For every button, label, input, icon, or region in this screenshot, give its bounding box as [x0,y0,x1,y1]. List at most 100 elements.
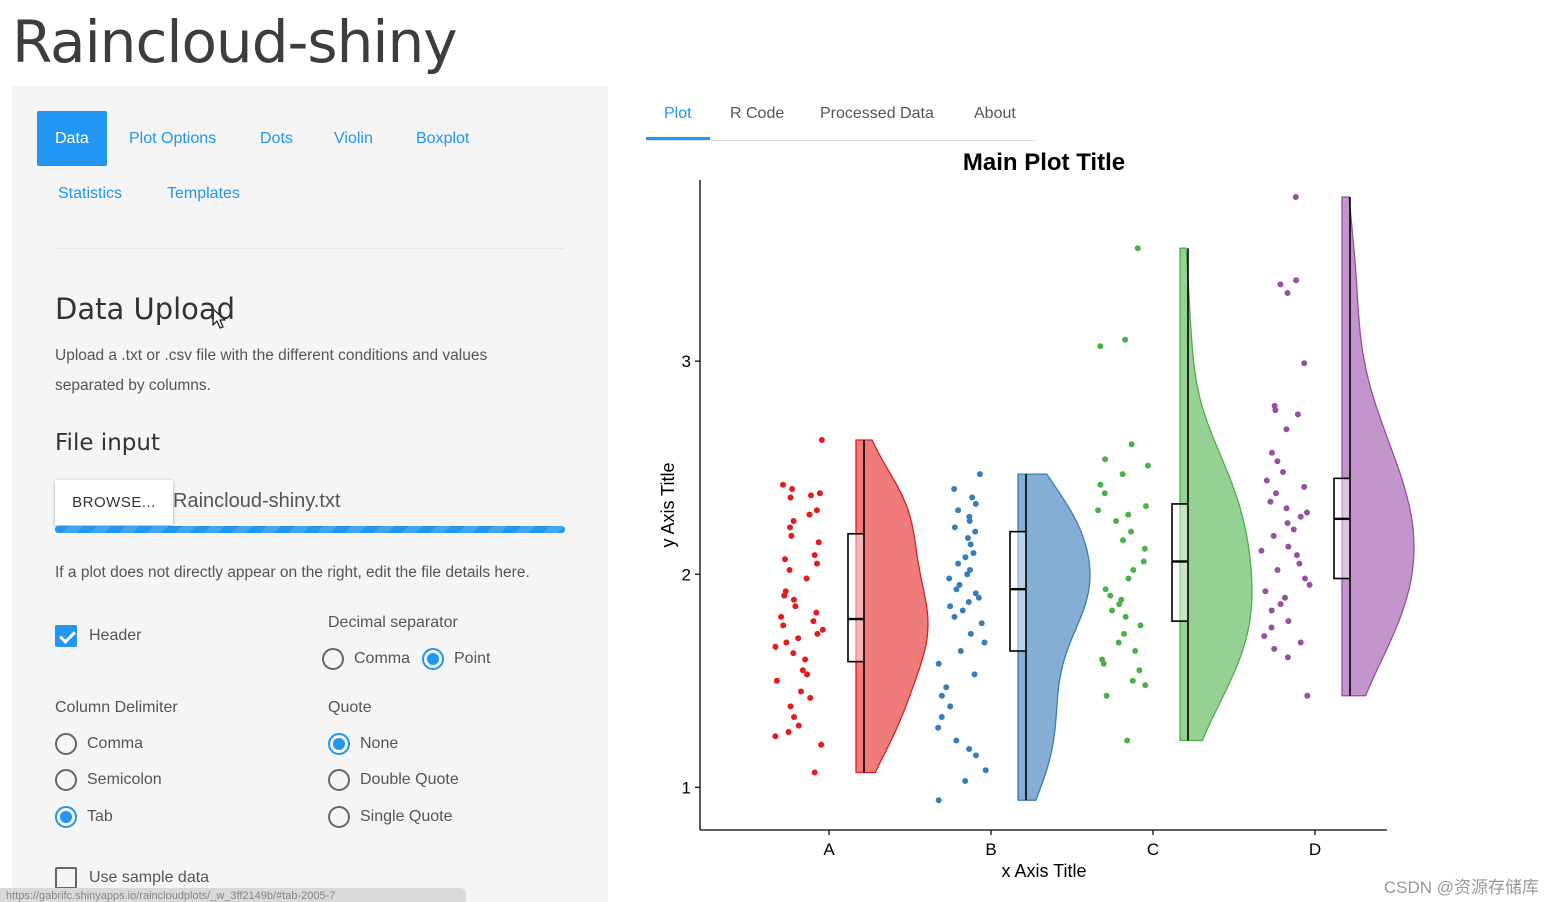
quote-option-none[interactable]: None [328,732,398,756]
tab-boxplot[interactable]: Boxplot [416,130,470,147]
data-point [799,667,806,674]
data-point [1285,618,1292,625]
data-point [783,639,790,646]
tab-plot-options[interactable]: Plot Options [129,130,217,147]
data-point [1285,543,1292,550]
data-point [962,554,969,561]
data-point [1097,343,1104,350]
box-D [1333,477,1351,580]
tab-templates[interactable]: Templates [167,185,240,202]
data-point [1293,277,1300,284]
quote-double-radio[interactable] [328,769,350,791]
data-point [971,671,978,678]
tab-data[interactable]: Data [37,111,107,166]
data-point [1107,592,1114,599]
data-point [972,590,979,597]
quote-none-radio[interactable] [328,733,350,755]
delimiter-comma-label: Comma [87,735,144,752]
x-tick-label: D [1309,840,1321,859]
data-point [957,648,964,654]
sample-data-option[interactable]: Use sample data [55,866,209,890]
data-point [1101,490,1108,497]
data-point [956,581,963,588]
data-point [772,643,779,650]
data-point [951,524,958,531]
data-point [780,622,787,629]
data-point [815,539,822,546]
delimiter-tab-radio[interactable] [55,806,77,828]
data-point [938,714,945,720]
data-point [811,769,818,776]
tab-plot[interactable]: Plot [646,88,710,140]
delimiter-option-comma[interactable]: Comma [55,732,143,756]
decimal-point-radio[interactable] [422,648,444,670]
tab-r-code[interactable]: R Code [730,105,785,122]
data-point [1095,507,1102,514]
decimal-option-point[interactable]: Point [422,647,490,671]
raincloud-plot: Main Plot Title 1 2 3 A B C D x Axis Title y … [658,149,1415,881]
data-point [810,618,817,625]
quote-label: Quote [328,699,372,716]
data-upload-heading: Data Upload [55,292,236,326]
data-point [795,635,802,642]
delimiter-option-tab[interactable]: Tab [55,805,113,829]
data-point [1273,490,1279,497]
data-point [1269,449,1275,456]
x-ticks: A B C D [823,830,1321,859]
delimiter-tab-label: Tab [87,808,113,825]
decimal-comma-radio[interactable] [322,648,344,670]
data-point [966,518,973,524]
data-point [1290,526,1297,533]
y-ticks: 1 2 3 [682,352,700,797]
data-point [1284,520,1291,527]
sample-data-checkbox[interactable] [55,867,77,889]
data-point [772,733,779,740]
header-checkbox[interactable] [55,625,77,647]
file-name-field[interactable]: Raincloud-shiny.txt [173,490,341,512]
browse-button[interactable]: BROWSE... [55,480,173,525]
data-point [789,486,796,492]
quote-option-double[interactable]: Double Quote [328,768,459,792]
data-point [947,603,954,610]
tab-statistics[interactable]: Statistics [58,185,123,202]
data-point [1282,594,1288,601]
quote-option-single[interactable]: Single Quote [328,805,453,829]
violin-B [1017,473,1091,801]
y-tick-label: 1 [682,778,691,797]
data-point [1274,567,1281,573]
data-point [1142,682,1149,689]
tab-dots[interactable]: Dots [260,130,293,147]
tab-processed-data[interactable]: Processed Data [820,105,934,122]
data-point [1280,469,1286,475]
data-point [1115,639,1122,646]
delimiter-comma-radio[interactable] [55,733,77,755]
data-point [982,767,989,774]
delimiter-semicolon-radio[interactable] [55,769,77,791]
data-point [962,778,969,784]
tab-about[interactable]: About [974,105,1016,122]
data-point [819,626,826,633]
data-point [955,560,962,567]
delimiter-semicolon-label: Semicolon [87,771,162,788]
quote-single-radio[interactable] [328,806,350,828]
data-point [972,500,979,507]
data-point [955,507,962,514]
data-point [967,630,974,637]
data-point [1277,281,1284,288]
box-A [847,532,865,663]
data-point [1120,537,1126,544]
data-point [1122,613,1129,620]
plot-boxes [847,197,1351,801]
data-point [814,560,820,567]
data-point [785,729,792,735]
data-point [938,692,945,699]
header-checkbox-option[interactable]: Header [55,624,141,648]
data-point [1141,545,1148,552]
delimiter-option-semicolon[interactable]: Semicolon [55,768,162,792]
decimal-option-comma[interactable]: Comma [322,647,410,671]
data-point [965,535,971,541]
violin-C [1179,247,1253,742]
quote-double-label: Double Quote [360,771,459,788]
tab-violin[interactable]: Violin [334,130,373,147]
sidebar-panel: Data Plot Options Dots Violin Boxplot St… [12,86,608,902]
